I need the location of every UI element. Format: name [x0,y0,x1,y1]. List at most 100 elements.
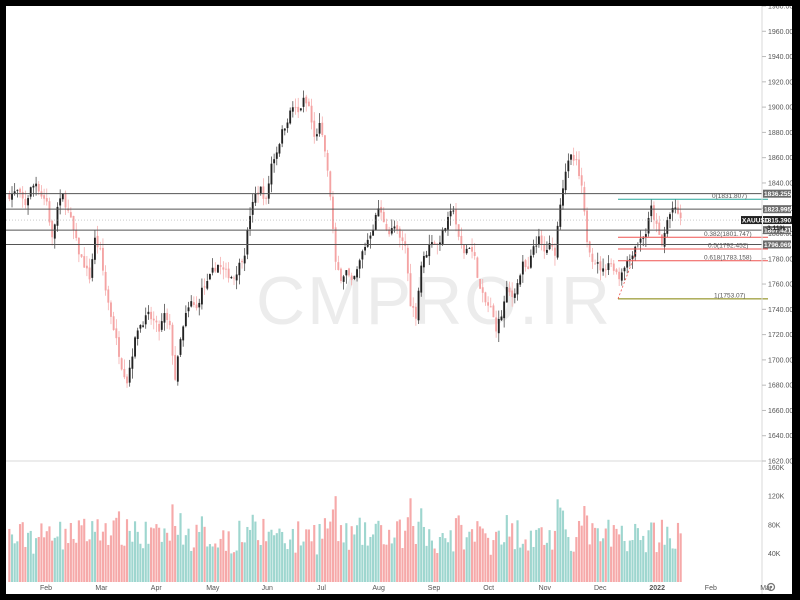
volume-bar [51,540,54,582]
volume-bar [358,517,361,582]
volume-bar [353,534,356,582]
volume-bar [521,543,524,582]
volume-bar [294,552,297,582]
volume-bar [168,540,171,582]
candle-body [628,258,631,260]
volume-bar [32,553,35,582]
price-candles[interactable] [8,90,682,388]
volume-bar [436,553,439,582]
volume-bar [594,527,597,582]
price-tick-label: 1800.000 [768,231,792,238]
volume-bar [150,527,153,582]
candle-body [508,287,511,293]
price-tick-label: 1760.000 [768,282,792,289]
volume-bar [155,524,158,582]
candle-body [591,253,594,262]
volume-bar [532,546,535,582]
candle-body [551,244,554,247]
volume-bar [457,515,460,582]
volume-bar [174,525,177,582]
candle-body [596,262,599,264]
candle-body [548,243,551,250]
candle-body [604,269,607,271]
candle-body [620,272,623,281]
candle-body [96,235,99,248]
volume-bar [208,544,212,582]
candle-body [559,204,562,227]
last-price-tag [763,216,792,225]
volume-bar [492,540,495,582]
volume-bar [91,521,94,582]
time-axis[interactable]: Feb Mar Apr May Jun Jul Aug Sep Oct Nov Dec 2022 Feb… [40,585,773,592]
price-axis[interactable]: 1980.000 1960.000 1940.000 1920.000 1900.000… [762,6,792,466]
candle-body [671,207,674,213]
volume-bar [99,540,102,582]
price-tick-label: 1980.000 [768,6,792,11]
volume-bar [179,513,182,582]
volume-bar [230,553,233,582]
horizontal-levels[interactable] [6,193,762,245]
symbol-tag [741,216,762,225]
candle-body [249,216,251,230]
price-tick-label: 1720.000 [768,332,792,339]
candle-body [91,259,94,278]
fibonacci-retracement[interactable]: 0(1831.807) 0.382(1801.747) 0.5(1792.452) 0… [617,193,768,300]
candle-body [492,305,495,318]
volume-axis: 160K 120K 80K 40K [768,465,785,558]
volume-bar [21,522,24,582]
candle-body [532,246,535,255]
candle-body [275,152,278,159]
volume-bar [187,528,190,582]
candle-body [337,262,340,270]
candle-body [251,201,254,215]
candlestick-chart[interactable]: CMPRO.IR 0(1831.807) 0.382(1801.747) 0.5(1… [6,6,792,594]
volume-bar [257,540,260,582]
settings-gear-icon[interactable] [766,582,776,592]
price-tick-label: 1940.000 [768,54,792,61]
volume-bar [500,544,503,582]
candle-body [543,245,546,252]
candle-body [364,247,366,251]
candle-body [644,234,647,238]
volume-bar [623,540,626,582]
candle-body [666,220,669,234]
candle-body [315,134,318,137]
candle-body [460,235,463,245]
candle-body [166,312,169,321]
candle-body [468,248,471,250]
candle-body [481,287,484,293]
candle-body [254,193,257,203]
candle-body [388,229,391,235]
volume-bar [281,531,284,582]
candle-body [537,236,540,245]
volume-bar [326,528,329,582]
candle-body [278,144,281,154]
candle-body [241,260,243,263]
candle-body [554,247,556,256]
volume-bar [548,530,551,582]
price-tick-label: 1880.000 [768,130,792,137]
volume-bar [529,530,532,582]
volume-bar [465,537,468,582]
candle-body [230,277,233,279]
candle-body [80,254,83,257]
candle-body [120,358,123,370]
fib-label: 0(1831.807) [712,193,747,200]
volume-bar [18,524,22,582]
volume-bar [428,529,431,582]
volume-bar [569,550,573,582]
volume-bar [224,550,228,582]
fib-label: 0.5(1792.452) [708,243,748,250]
volume-bar [29,530,32,582]
time-tick-label: Jul [317,585,326,592]
volume-bar [580,525,583,582]
candle-body [647,217,650,234]
candle-body [267,183,270,199]
volume-bar [409,498,412,582]
candle-body [639,238,642,243]
volume-bar [166,532,169,582]
candle-body [529,255,532,268]
candle-body [110,302,112,317]
price-tick-label: 1640.000 [768,433,792,440]
volume-bar [642,535,645,582]
